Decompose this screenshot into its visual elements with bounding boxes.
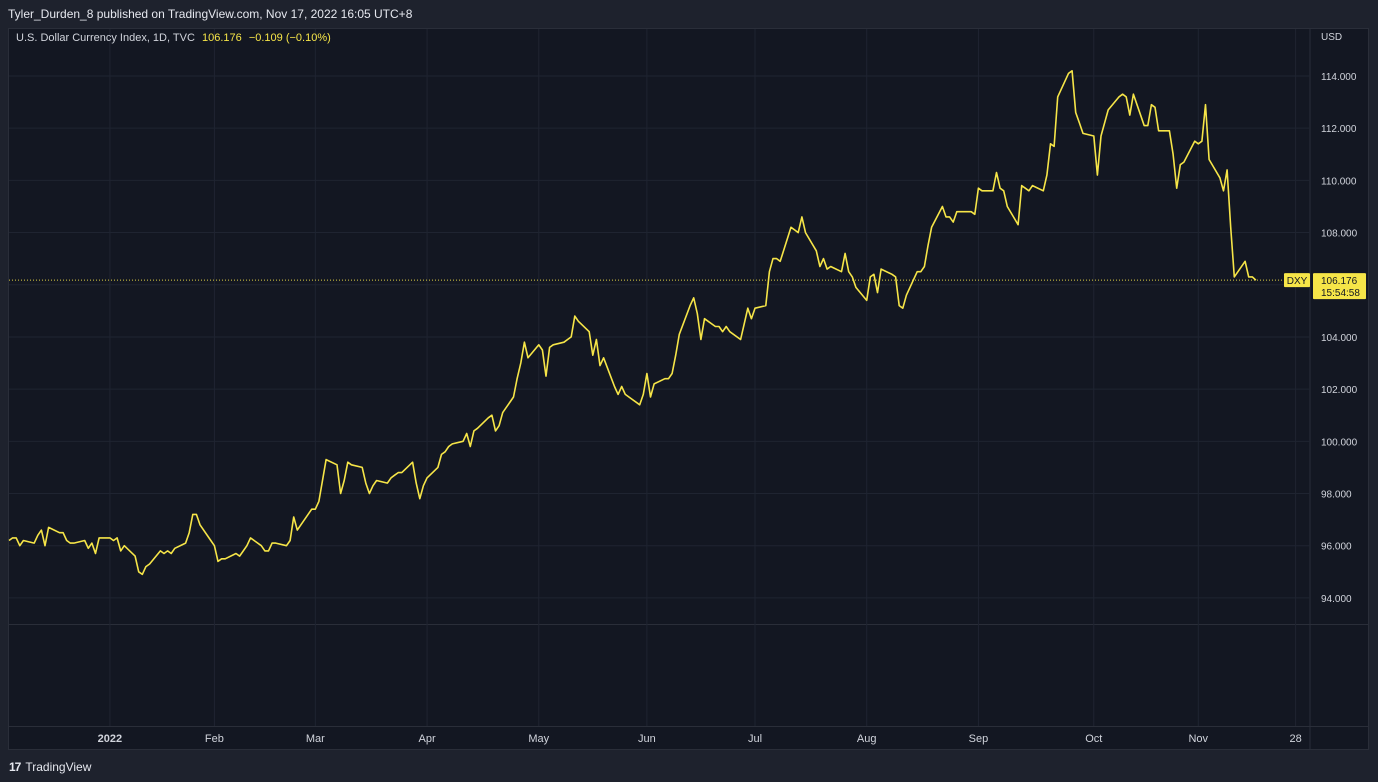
x-tick-label: Apr (418, 733, 435, 745)
symbol-tag-label: DXY (1287, 276, 1308, 287)
chart-legend: U.S. Dollar Currency Index, 1D, TVC 106.… (16, 32, 331, 44)
x-tick-label: Oct (1085, 733, 1102, 745)
y-tick-label: 94.000 (1321, 594, 1352, 605)
y-tick-label: 96.000 (1321, 542, 1352, 553)
x-tick-label: Aug (857, 733, 877, 745)
x-tick-label: Sep (969, 733, 989, 745)
currency-label: USD (1321, 32, 1342, 43)
price-tag-countdown: 15:54:58 (1321, 288, 1360, 299)
x-tick-label: May (528, 733, 549, 745)
top-bar: Tyler_Durden_8 published on TradingView.… (0, 0, 1378, 28)
x-tick-label: 2022 (98, 733, 122, 745)
y-tick-label: 110.000 (1321, 176, 1357, 187)
y-tick-label: 112.000 (1321, 124, 1357, 135)
x-tick-label: Jul (748, 733, 762, 745)
footer: 17 TradingView (0, 752, 1378, 782)
x-tick-label: Jun (638, 733, 656, 745)
price-tag (1313, 273, 1366, 300)
tradingview-logo[interactable]: 17 TradingView (9, 760, 91, 774)
y-tick-label: 98.000 (1321, 490, 1352, 501)
price-tag-value: 106.176 (1321, 276, 1358, 287)
publish-info: Tyler_Durden_8 published on TradingView.… (8, 7, 413, 21)
y-tick-label: 104.000 (1321, 333, 1358, 344)
y-tick-label: 108.000 (1321, 229, 1358, 240)
dxy-series-line[interactable] (8, 70, 1257, 576)
legend-symbol: U.S. Dollar Currency Index, 1D, TVC (16, 32, 195, 44)
tradingview-logo-icon: 17 (9, 760, 21, 774)
symbol-tag (1284, 273, 1310, 288)
x-tick-label: 28 (1289, 733, 1301, 745)
y-tick-label: 102.000 (1321, 385, 1358, 396)
legend-last-value: 106.176 (201, 32, 242, 44)
brand-label: TradingView (25, 760, 92, 774)
x-tick-label: Feb (205, 733, 224, 745)
x-tick-label: Mar (306, 733, 325, 745)
y-tick-label: 100.000 (1321, 437, 1358, 448)
x-tick-label: Nov (1188, 733, 1208, 745)
y-tick-label: 114.000 (1321, 72, 1357, 83)
legend-change: −0.109 (−0.10%) (248, 32, 331, 44)
